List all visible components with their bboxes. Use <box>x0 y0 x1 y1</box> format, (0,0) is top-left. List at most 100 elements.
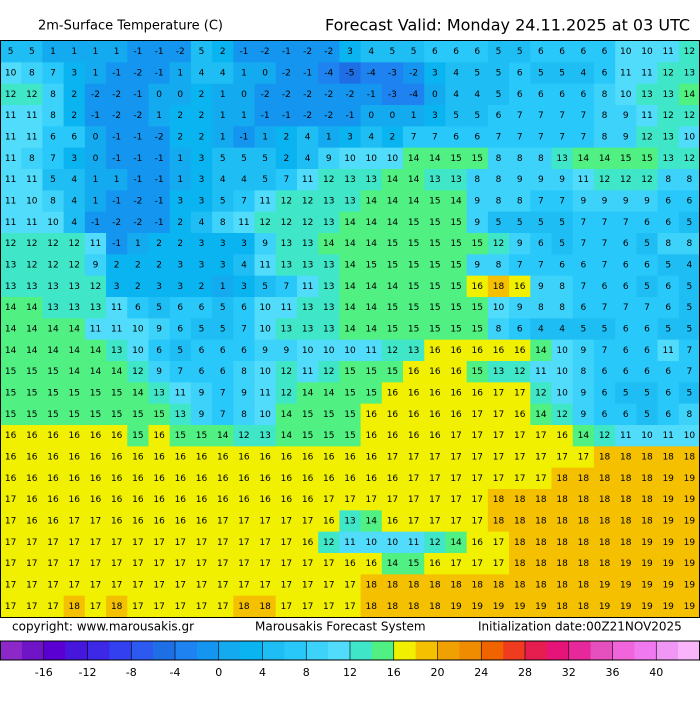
colorbar-tick-label: 16 <box>387 666 401 679</box>
temp-value: 0 <box>368 111 374 121</box>
temp-value: 18 <box>641 453 653 463</box>
temp-cell <box>84 446 107 469</box>
temp-value: 5 <box>644 239 650 249</box>
temp-cell <box>530 531 553 554</box>
temp-cell <box>63 233 86 255</box>
temp-value: 14 <box>365 282 377 292</box>
temp-cell <box>551 211 574 234</box>
temp-cell <box>42 147 65 170</box>
temp-value: 16 <box>153 495 165 505</box>
temp-value: 16 <box>90 453 102 463</box>
temp-cell <box>487 361 510 383</box>
temp-value: 17 <box>238 559 249 569</box>
temp-value: 9 <box>623 111 629 121</box>
temp-value: 14 <box>90 346 102 356</box>
temp-cell <box>84 574 107 597</box>
temp-value: 7 <box>559 111 565 121</box>
temp-value: 8 <box>496 197 502 207</box>
temp-value: 14 <box>217 431 229 441</box>
temp-value: 13 <box>641 90 652 100</box>
temp-value: 14 <box>578 154 590 164</box>
temp-cell <box>84 339 107 362</box>
temp-value: 16 <box>259 453 271 463</box>
temp-value: 15 <box>450 325 461 335</box>
temp-cell <box>657 595 680 618</box>
temp-value: 10 <box>641 47 653 57</box>
temp-cell <box>63 297 86 319</box>
temp-cell <box>487 105 510 127</box>
temp-cell <box>84 190 107 213</box>
temp-value: 17 <box>281 559 292 569</box>
temp-value: 4 <box>687 261 693 271</box>
temp-cell <box>424 169 446 191</box>
temp-value: 5 <box>602 325 608 335</box>
temp-value: 0 <box>432 90 438 100</box>
temp-cell <box>466 553 489 575</box>
temp-cell <box>339 105 362 127</box>
temp-cell <box>254 318 277 341</box>
temp-cell <box>572 361 595 383</box>
temp-cell <box>318 318 340 341</box>
temp-cell <box>233 169 256 191</box>
temp-cell <box>593 446 616 469</box>
temp-value: 9 <box>262 346 268 356</box>
temp-cell <box>339 169 362 191</box>
temp-cell <box>593 254 616 277</box>
temp-cell <box>636 41 659 63</box>
temp-value: -2 <box>282 90 291 100</box>
temp-value: 17 <box>5 495 16 505</box>
temp-cell <box>360 467 383 490</box>
temp-cell <box>424 339 446 362</box>
temp-value: 7 <box>177 367 183 377</box>
temp-value: 14 <box>365 218 377 228</box>
temp-value: 11 <box>281 303 292 313</box>
temp-cell <box>233 254 256 277</box>
temp-value: 5 <box>220 197 226 207</box>
temp-cell <box>424 382 446 405</box>
temp-cell <box>636 531 659 554</box>
temp-cell <box>657 297 680 319</box>
temp-value: 7 <box>580 282 586 292</box>
temp-cell <box>403 531 425 554</box>
temp-value: 8 <box>665 239 671 249</box>
temp-cell <box>678 83 700 106</box>
temp-value: 4 <box>453 90 459 100</box>
temp-value: 13 <box>493 367 504 377</box>
temp-cell <box>657 425 680 447</box>
temp-cell <box>487 489 510 511</box>
temp-cell <box>487 574 510 597</box>
temp-value: 16 <box>472 346 484 356</box>
temp-value: 11 <box>238 218 249 228</box>
temp-cell <box>572 425 595 447</box>
temp-value: -5 <box>346 69 355 79</box>
temp-cell <box>615 382 637 405</box>
temp-cell <box>127 275 149 298</box>
temp-cell <box>169 467 192 490</box>
temp-cell <box>636 169 659 191</box>
temp-cell <box>657 339 680 362</box>
temp-cell <box>381 467 404 490</box>
temp-value: 3 <box>177 197 183 207</box>
temp-value: 19 <box>684 495 696 505</box>
temp-value: 15 <box>387 367 398 377</box>
temp-value: 16 <box>217 474 229 484</box>
temp-value: 2 <box>283 133 289 143</box>
temp-cell <box>296 211 319 234</box>
temp-value: 16 <box>514 410 526 420</box>
temp-cell <box>275 233 298 255</box>
temp-cell <box>657 489 680 511</box>
temp-cell <box>169 553 192 575</box>
temp-value: 7 <box>602 303 608 313</box>
temp-cell <box>593 425 616 447</box>
temp-cell <box>636 190 659 213</box>
temp-cell <box>445 297 468 319</box>
temp-cell <box>360 382 383 405</box>
temp-cell <box>42 467 65 490</box>
temp-value: 11 <box>90 325 101 335</box>
temp-value: 9 <box>199 389 205 399</box>
temp-cell <box>487 425 510 447</box>
temp-value: 11 <box>111 325 122 335</box>
temp-cell <box>445 147 468 170</box>
temp-value: 15 <box>47 410 58 420</box>
temp-cell <box>636 574 659 597</box>
